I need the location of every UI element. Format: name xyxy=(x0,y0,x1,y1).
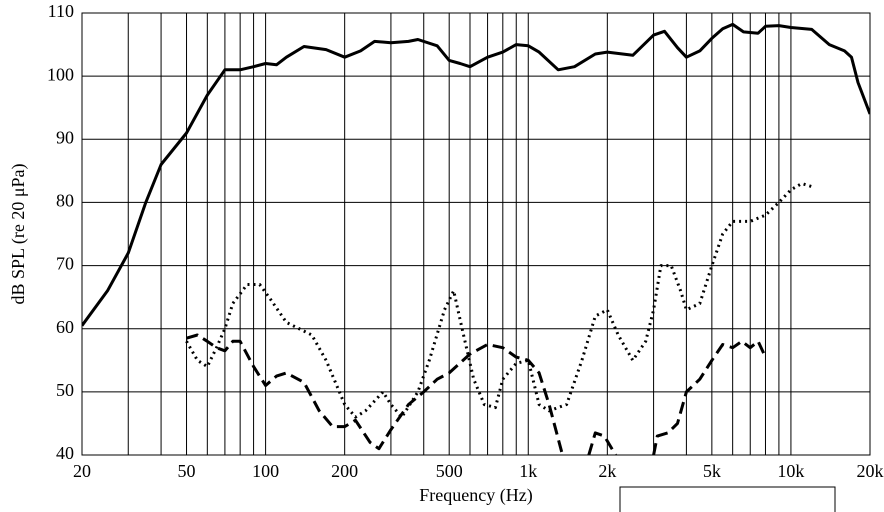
y-tick-label: 90 xyxy=(56,127,74,147)
plot-frame xyxy=(81,12,871,456)
x-tick-label: 1k xyxy=(519,461,537,481)
x-tick-label: 20 xyxy=(73,461,91,481)
y-tick-label: 70 xyxy=(56,254,74,274)
x-tick-label: 500 xyxy=(436,461,463,481)
x-tick-label: 10k xyxy=(777,461,804,481)
y-axis-label: dB SPL (re 20 μPa) xyxy=(8,164,29,305)
x-axis-label: Frequency (Hz) xyxy=(419,485,532,506)
y-tick-label: 110 xyxy=(48,1,74,21)
series-line xyxy=(185,182,813,419)
y-tick-label: 60 xyxy=(56,317,74,337)
x-tick-label: 50 xyxy=(178,461,196,481)
series-line xyxy=(82,22,870,327)
legend-box xyxy=(619,486,836,512)
x-tick-label: 5k xyxy=(703,461,721,481)
x-tick-label: 2k xyxy=(598,461,616,481)
series-line xyxy=(186,333,767,455)
x-tick-label: 20k xyxy=(857,461,884,481)
x-tick-label: 200 xyxy=(331,461,358,481)
y-tick-label: 40 xyxy=(56,443,74,463)
y-tick-label: 80 xyxy=(56,191,74,211)
y-tick-label: 100 xyxy=(47,64,74,84)
y-tick-label: 50 xyxy=(56,380,74,400)
x-tick-label: 100 xyxy=(252,461,279,481)
